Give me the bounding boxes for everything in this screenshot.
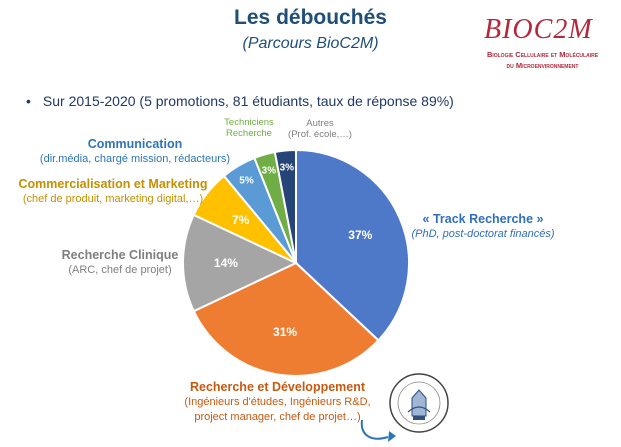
label-track-recherche: « Track Recherche » (PhD, post-doctorat … [398, 212, 568, 242]
logo-main-text: BIOC2M [484, 14, 593, 45]
page-subtitle: (Parcours BioC2M) [242, 35, 379, 52]
pie-slice-1 [192, 261, 380, 377]
label-autres: Autres (Prof. école,…) [280, 118, 360, 140]
logo-line-1: Biologie Cellulaire et Moléculaire [486, 50, 599, 59]
summary-text: Sur 2015-2020 (5 promotions, 81 étudiant… [42, 93, 454, 109]
label-rd: Recherche et Développement (Ingénieurs d… [170, 380, 385, 425]
label-marketing-title: Commercialisation et Marketing [18, 177, 208, 191]
ircca-seal-icon [389, 373, 449, 433]
pie-value-label-3: 7% [232, 213, 250, 227]
pie-value-label-1: 31% [273, 325, 297, 339]
summary-bullet: • Sur 2015-2020 (5 promotions, 81 étudian… [26, 93, 454, 109]
label-techniciens: Techniciens Recherche [210, 117, 288, 139]
label-autres-title: Autres [306, 118, 334, 129]
logo-line-2: du Microenvironnement [506, 61, 579, 70]
pie-slice-6 [273, 148, 297, 264]
label-communication: Communication (dir.média, chargé mission… [30, 137, 240, 167]
label-rd-title: Recherche et Développement [189, 380, 366, 394]
pie-value-label-4: 5% [239, 175, 254, 186]
label-autres-detail: (Prof. école,…) [288, 129, 352, 140]
label-marketing: Commercialisation et Marketing (chef de … [8, 177, 218, 207]
label-clinique: Recherche Clinique (ARC, chef de projet) [55, 248, 185, 278]
label-rd-detail: (Ingénieurs d'études, Ingénieurs R&D, pr… [184, 396, 371, 423]
label-track-recherche-detail: (PhD, post-doctorat financés) [411, 228, 555, 240]
pie-value-label-5: 3% [262, 166, 277, 177]
label-marketing-detail: (chef de produit, marketing digital,…) [22, 193, 204, 205]
pie-value-label-2: 14% [214, 256, 238, 270]
label-communication-detail: (dir.média, chargé mission, rédacteurs) [39, 153, 231, 165]
pie-slice-0 [295, 148, 410, 342]
bioc2m-logo: BIOC2M Biologie Cellulaire et Moléculair… [470, 14, 615, 76]
pie-slice-2 [182, 213, 299, 313]
label-clinique-title: Recherche Clinique [61, 248, 179, 262]
pie-value-label-0: 37% [348, 228, 372, 242]
label-track-recherche-title: « Track Recherche » [422, 212, 544, 226]
label-techniciens-title: Techniciens Recherche [224, 117, 274, 139]
label-clinique-detail: (ARC, chef de projet) [68, 264, 172, 276]
bullet-icon: • [26, 93, 31, 109]
label-communication-title: Communication [87, 137, 183, 151]
page-title: Les débouchés [234, 6, 387, 29]
pie-value-label-6: 3% [280, 162, 295, 173]
